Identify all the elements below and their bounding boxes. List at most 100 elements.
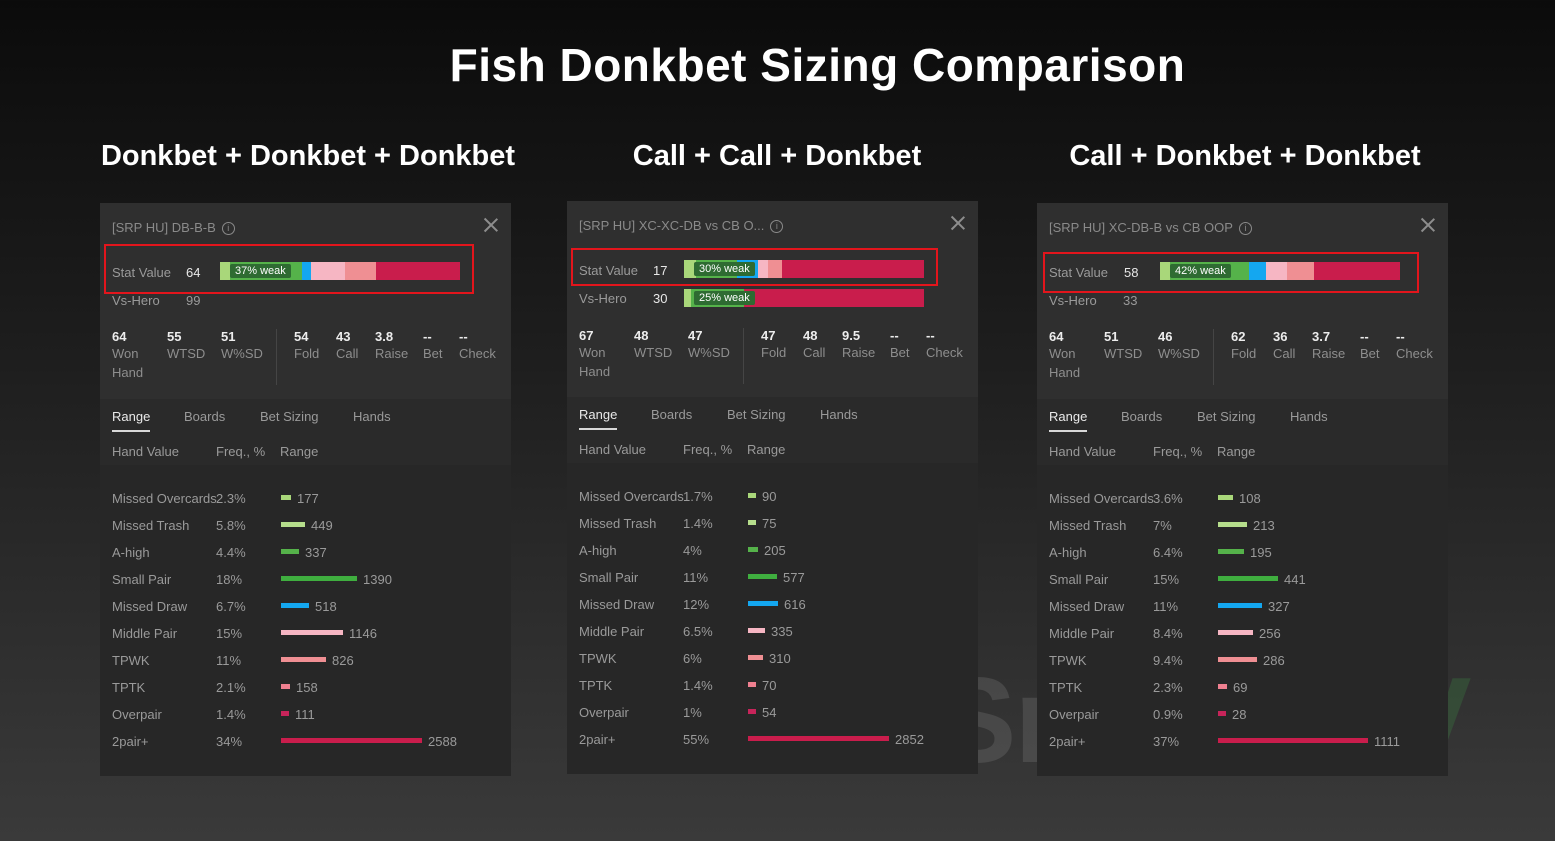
stat-check-value: --	[1396, 329, 1405, 344]
info-icon[interactable]: i	[1238, 222, 1252, 236]
stat-won: 64 Won Hand	[112, 329, 143, 382]
stat-wtsd: 55 WTSD	[167, 329, 205, 363]
hand-value-count: 327	[1268, 599, 1290, 614]
hand-value-row: Small Pair 15% 441	[1037, 572, 1448, 590]
stat-won-label: Hand	[579, 364, 611, 379]
stat-fold-value: 62	[1231, 329, 1246, 344]
vs-hero-bar-segment	[684, 289, 692, 307]
hand-value-name: Missed Trash	[579, 516, 657, 531]
hand-value-bar	[1218, 711, 1226, 716]
hand-value-count: 1111	[1374, 734, 1401, 749]
hand-value-row: Missed Draw 11% 327	[1037, 599, 1448, 617]
panel-header-title: [SRP HU] XC-DB-B vs CB OOP i	[1049, 220, 1252, 236]
tab-hands[interactable]: Hands	[1290, 409, 1328, 424]
tab-range[interactable]: Range	[1049, 409, 1088, 432]
hand-value-row: Missed Draw 12% 616	[567, 597, 978, 615]
hand-value-row: Overpair 1% 54	[567, 705, 978, 723]
hand-value-freq: 4%	[683, 543, 702, 558]
stat-won: 67 Won Hand	[579, 328, 610, 381]
stat-wsd-value: 47	[688, 328, 703, 343]
tab-range[interactable]: Range	[112, 409, 151, 432]
stats-panel: [SRP HU] XC-DB-B vs CB OOP i Stat Value 58 4…	[1037, 203, 1448, 776]
close-icon[interactable]	[949, 214, 967, 232]
stat-wsd-label: W%SD	[1158, 346, 1200, 361]
hand-value-name: Missed Draw	[112, 599, 188, 614]
stat-value-bar-segment	[311, 262, 345, 280]
stat-fold-label: Fold	[294, 346, 320, 361]
column-header: Freq., %	[1153, 444, 1203, 459]
hand-value-count: 108	[1239, 491, 1261, 506]
tab-bet-sizing[interactable]: Bet Sizing	[727, 407, 786, 422]
close-icon[interactable]	[482, 216, 500, 234]
stat-wtsd: 51 WTSD	[1104, 329, 1142, 363]
hand-value-count: 826	[332, 653, 354, 668]
stat-bet-label: Bet	[423, 346, 443, 361]
stats-divider	[743, 328, 744, 384]
stat-won-value: 64	[112, 329, 127, 344]
vs-hero-bar-segment	[743, 289, 924, 307]
tab-hands[interactable]: Hands	[820, 407, 858, 422]
tab-range[interactable]: Range	[579, 407, 618, 430]
hand-value-freq: 8.4%	[1153, 626, 1183, 641]
stat-value-bar-segment	[375, 262, 460, 280]
hand-value-name: TPTK	[1049, 680, 1083, 695]
hand-value-bar	[1218, 495, 1233, 500]
hand-value-row: A-high 4% 205	[567, 543, 978, 561]
hand-value-row: Middle Pair 6.5% 335	[567, 624, 978, 642]
stat-bet-value: --	[423, 329, 432, 344]
hand-value-bar	[1218, 738, 1368, 743]
stat-value-bar-segment	[1265, 262, 1288, 280]
hand-value-name: Missed Trash	[1049, 518, 1127, 533]
stat-value-label: Stat Value	[1049, 265, 1109, 280]
stat-value-bar-weak-pill: 42% weak	[1170, 264, 1231, 278]
hand-value-count: 75	[762, 516, 777, 531]
stat-wsd: 46 W%SD	[1158, 329, 1200, 363]
tab-bet-sizing[interactable]: Bet Sizing	[260, 409, 319, 424]
hand-value-freq: 3.6%	[1153, 491, 1183, 506]
tab-bet-sizing[interactable]: Bet Sizing	[1197, 409, 1256, 424]
info-icon[interactable]: i	[770, 220, 784, 234]
hand-value-freq: 6.4%	[1153, 545, 1183, 560]
column-header: Range	[1217, 444, 1256, 459]
stat-bet-value: --	[1360, 329, 1369, 344]
close-icon[interactable]	[1419, 216, 1437, 234]
tab-boards[interactable]: Boards	[1121, 409, 1163, 424]
panel-header-title: [SRP HU] DB-B-B i	[112, 220, 235, 236]
stat-value-bar-segment	[684, 260, 696, 278]
stat-wsd-label: W%SD	[688, 345, 730, 360]
hand-value-name: TPWK	[112, 653, 150, 668]
hand-value-bar	[1218, 657, 1257, 662]
stat-raise: 9.5 Raise	[842, 328, 875, 362]
column-header: Hand Value	[112, 444, 179, 459]
stat-wsd: 47 W%SD	[688, 328, 730, 362]
column-header: Hand Value	[1049, 444, 1116, 459]
stats-panel: [SRP HU] DB-B-B i Stat Value 64 37% weak Vs-H…	[100, 203, 511, 776]
stat-raise-label: Raise	[1312, 346, 1346, 361]
hand-value-row: TPWK 11% 826	[100, 653, 511, 671]
panel-header-area: [SRP HU] DB-B-B i Stat Value 64 37% weak Vs-H…	[100, 203, 511, 399]
hand-value-freq: 55%	[683, 732, 710, 747]
stat-value-number: 17	[653, 263, 668, 278]
hand-value-row: TPWK 9.4% 286	[1037, 653, 1448, 671]
hand-value-freq: 9.4%	[1153, 653, 1183, 668]
hand-value-count: 195	[1250, 545, 1272, 560]
hand-value-name: A-high	[112, 545, 150, 560]
stat-wtsd-label: WTSD	[634, 345, 673, 360]
hand-value-count: 213	[1253, 518, 1275, 533]
stat-bet: -- Bet	[1360, 329, 1380, 363]
stat-won: 64 Won Hand	[1049, 329, 1080, 382]
stat-raise: 3.7 Raise	[1312, 329, 1345, 363]
hand-value-bar	[748, 682, 756, 687]
hand-value-freq: 15%	[1153, 572, 1180, 587]
hand-value-freq: 11%	[683, 570, 709, 585]
hand-value-count: 441	[1284, 572, 1306, 587]
column-header: Freq., %	[216, 444, 266, 459]
hand-value-name: Middle Pair	[112, 626, 178, 641]
hand-value-bar	[281, 549, 299, 554]
hand-value-row: Overpair 0.9% 28	[1037, 707, 1448, 725]
info-icon[interactable]: i	[221, 222, 235, 236]
tab-hands[interactable]: Hands	[353, 409, 391, 424]
tab-boards[interactable]: Boards	[184, 409, 226, 424]
tab-boards[interactable]: Boards	[651, 407, 693, 422]
column-header: Range	[747, 442, 786, 457]
